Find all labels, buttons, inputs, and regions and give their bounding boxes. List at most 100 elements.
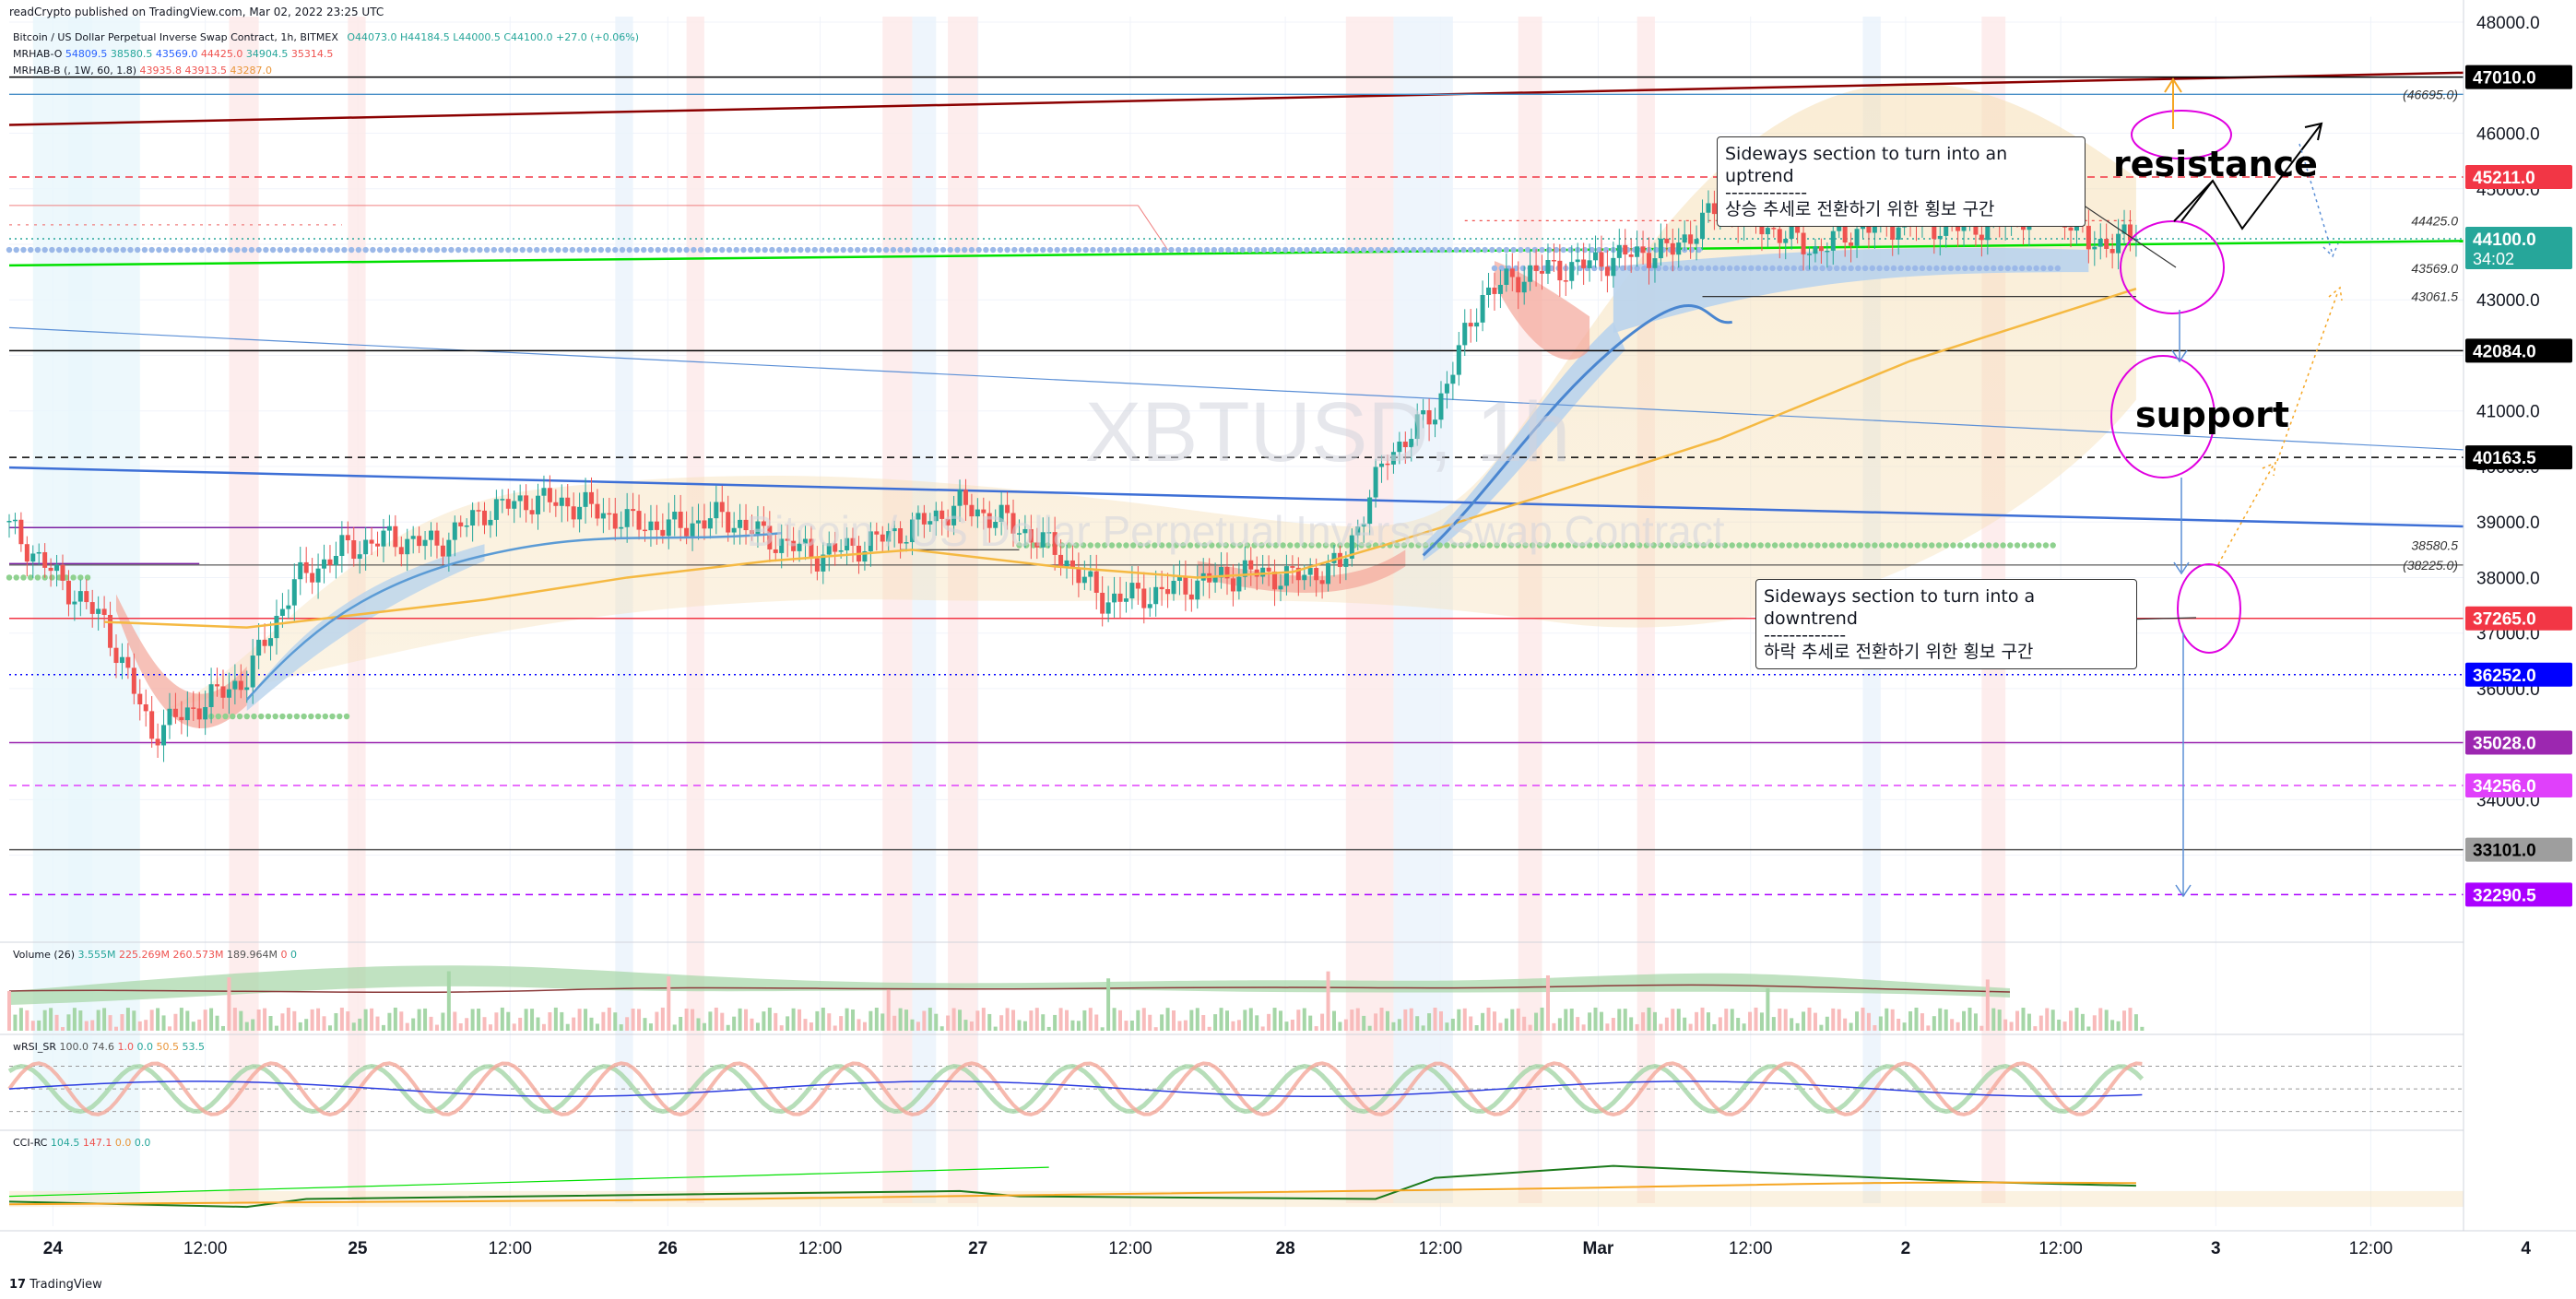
- volume-bar: [1183, 1020, 1188, 1031]
- volume-bar: [1462, 1008, 1467, 1031]
- volume-bar: [1350, 1010, 1354, 1031]
- blue-dot-row-2-dot: [1684, 265, 1690, 272]
- candle: [119, 643, 124, 679]
- candle-body: [1355, 526, 1361, 536]
- volume-bar: [381, 1024, 385, 1031]
- candle-body: [1593, 252, 1599, 261]
- small-level-label-3: 43061.5: [2411, 289, 2458, 304]
- candle-body: [654, 521, 659, 530]
- candle: [583, 478, 588, 524]
- blue-dot-row-1-dot: [668, 246, 676, 254]
- candle: [1849, 232, 1854, 263]
- price-axis[interactable]: 48000.047000.046000.045000.044000.043000…: [2463, 0, 2576, 1299]
- candle-body: [262, 639, 267, 646]
- blue-dot-row-1-dot: [320, 246, 326, 254]
- resistance-label[interactable]: resistance: [2113, 144, 2318, 184]
- time-tick-11: 12:00: [1729, 1239, 1773, 1258]
- candle: [2109, 233, 2115, 269]
- candle-body: [1694, 239, 1699, 244]
- volume-bar: [370, 1008, 374, 1031]
- blue-dot-row-1-dot: [1075, 246, 1082, 254]
- volume-bar: [2128, 1008, 2133, 1031]
- time-tick-10: Mar: [1583, 1239, 1614, 1258]
- green-trendline: [8, 240, 2464, 267]
- mrhab-b-val-2: 43287.0: [230, 65, 273, 77]
- candle: [821, 542, 826, 585]
- volume-bar: [1255, 1015, 1259, 1031]
- candle: [1569, 245, 1575, 289]
- green-dot-row-3-dot: [1215, 542, 1223, 549]
- candle-body: [1444, 384, 1449, 394]
- candle: [524, 484, 529, 523]
- volume-bar: [144, 1020, 148, 1031]
- green-dot-row-3-dot: [1144, 542, 1151, 549]
- blue-dot-row-2-dot: [1777, 265, 1783, 272]
- candle-body: [452, 522, 457, 540]
- green-dot-row-3-dot: [1658, 542, 1664, 549]
- candle: [48, 558, 53, 587]
- candle-body: [422, 539, 428, 547]
- volume-bar: [625, 1017, 630, 1031]
- uptrend-annotation[interactable]: Sideways section to turn into an uptrend…: [1717, 136, 2086, 227]
- volume-bar: [1397, 1019, 1401, 1031]
- blue-dot-row-1-dot: [1118, 246, 1125, 254]
- wrsi-legend[interactable]: wRSI_SR 100.0 74.6 1.0 0.0 50.5 53.5: [13, 1041, 205, 1053]
- cci-legend[interactable]: CCI-RC 104.5 147.1 0.0 0.0: [13, 1137, 150, 1149]
- candle-body: [1409, 439, 1414, 448]
- tradingview-brand[interactable]: 17 TradingView: [9, 1278, 102, 1292]
- volume-bar: [1724, 1009, 1729, 1031]
- downtrend-annotation[interactable]: Sideways section to turn into a downtren…: [1755, 579, 2137, 669]
- volume-bar: [215, 1015, 219, 1031]
- green-dot-row-3-dot: [1123, 542, 1129, 549]
- volume-legend[interactable]: Volume (26) 3.555M 225.269M 260.573M 189…: [13, 949, 297, 961]
- mrhab-o-legend[interactable]: MRHAB-O 54809.5 38580.5 43569.0 44425.0 …: [13, 48, 333, 60]
- candle-body: [1587, 260, 1592, 268]
- blue-dot-row-1-dot: [1260, 246, 1268, 254]
- candle: [488, 511, 493, 538]
- time-axis[interactable]: 24 12:00 25 12:00 26 12:00 27 12:00 28 12:00 Mar 12…: [0, 1230, 2576, 1268]
- candle-body: [1628, 254, 1634, 257]
- blue-dot-row-1-dot: [483, 246, 490, 254]
- symbol-legend[interactable]: Bitcoin / US Dollar Perpetual Inverse Sw…: [13, 31, 639, 43]
- candle: [1474, 308, 1480, 342]
- candle: [1367, 490, 1373, 536]
- blue-dot-row-1-dot: [112, 246, 120, 254]
- blue-dot-row-1-dot: [341, 246, 348, 254]
- volume-bar: [1034, 1008, 1039, 1031]
- candle: [517, 484, 523, 518]
- volume-bar: [1783, 1009, 1788, 1031]
- blue-dot-row-1-dot: [1096, 246, 1104, 254]
- blue-dot-row-1-dot: [869, 246, 875, 254]
- volume-bar: [1172, 1010, 1176, 1031]
- candle-body: [666, 519, 671, 537]
- time-tick-0: 24: [43, 1239, 64, 1258]
- volume-bar: [203, 1010, 207, 1031]
- volume-bar: [1331, 1010, 1336, 1031]
- volume-bar: [619, 1024, 623, 1031]
- blue-dot-row-1-dot: [754, 246, 762, 254]
- candle: [648, 504, 654, 547]
- candle: [1533, 249, 1539, 287]
- level-label-bg-5: [2465, 606, 2572, 631]
- blue-dot-row-2-dot: [1812, 265, 1819, 272]
- blue-dot-row-1-dot: [1325, 246, 1331, 254]
- time-tick-8: 28: [1276, 1239, 1295, 1258]
- blue-dot-row-1-dot: [477, 246, 483, 254]
- price-tick-7: 41000.0: [2476, 403, 2540, 422]
- mrhab-b-legend[interactable]: MRHAB-B (, 1W, 60, 1.8) 43935.8 43913.5 …: [13, 65, 272, 77]
- candle: [981, 497, 987, 530]
- blue-dot-row-2-dot: [2054, 265, 2062, 272]
- candle-body: [1468, 323, 1473, 327]
- blue-dot-row-1-dot: [961, 246, 968, 254]
- blue-dot-row-1-dot: [1104, 246, 1111, 254]
- support-label[interactable]: support: [2135, 395, 2290, 435]
- candle-body: [1706, 203, 1711, 213]
- candle-body: [1414, 414, 1420, 440]
- blue-dot-row-1-dot: [255, 246, 262, 254]
- blue-dot-row-1-dot: [148, 246, 155, 254]
- candle-body: [1504, 268, 1509, 285]
- volume-bar: [1326, 971, 1330, 1031]
- volume-bar: [1706, 1012, 1710, 1031]
- blue-dot-row-2-dot: [1861, 265, 1869, 272]
